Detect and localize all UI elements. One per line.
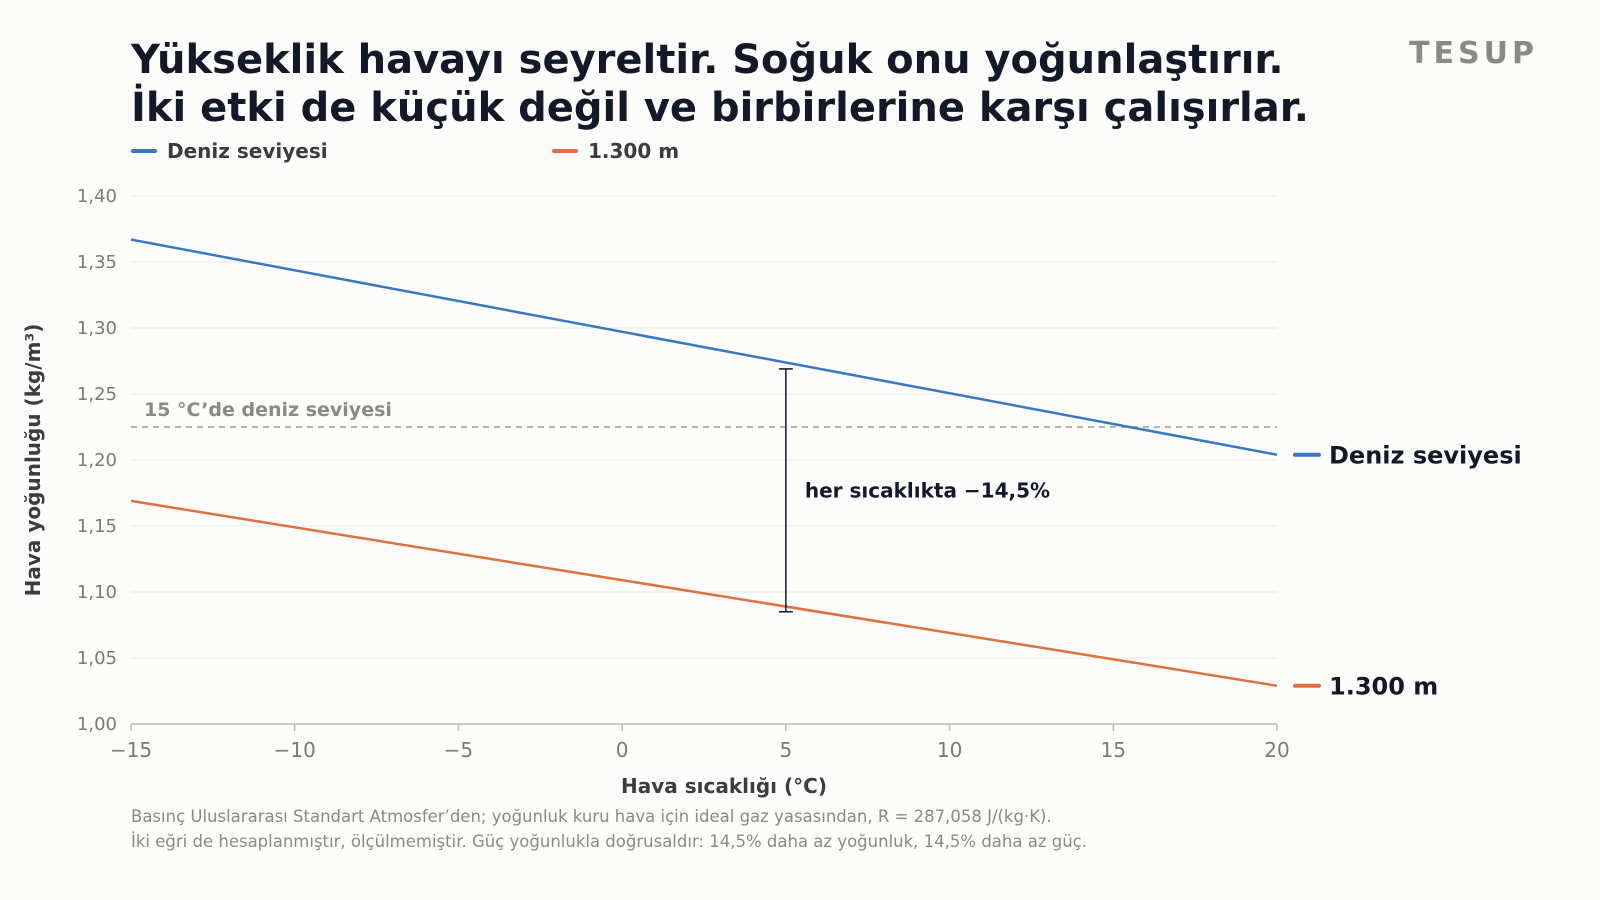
title-line-1: Yükseklik havayı seyreltir. Soğuk onu yo…: [131, 37, 1284, 83]
x-tick-label: −10: [274, 738, 316, 762]
y-tick-label: 1,25: [77, 384, 117, 405]
footnote-line-2: İki eğri de hesaplanmıştır, ölçülmemişti…: [131, 832, 1087, 851]
x-tick-label: −15: [110, 738, 152, 762]
series-line-sea-level: [130, 238, 1278, 456]
legend-swatch-sea-level: [131, 149, 157, 153]
legend-label-altitude: 1.300 m: [588, 139, 680, 163]
title-line-2: İki etki de küçük değil ve birbirlerine …: [131, 85, 1309, 131]
y-tick-label: 1,20: [77, 450, 117, 471]
footnote-line-1: Basınç Uluslararası Standart Atmosfer’de…: [131, 807, 1052, 826]
series-end-label: Deniz seviyesi: [1329, 442, 1522, 470]
chart-title: Yükseklik havayı seyreltir. Soğuk onu yo…: [131, 36, 1309, 132]
y-tick-label: 1,15: [77, 516, 117, 537]
series-end-label: 1.300 m: [1329, 673, 1438, 701]
y-tick-label: 1,10: [77, 582, 117, 603]
x-tick-label: 0: [616, 738, 629, 762]
brand-logo: TESUP: [1409, 36, 1538, 71]
legend-item-altitude: 1.300 m: [552, 139, 679, 163]
x-tick-label: −5: [444, 738, 473, 762]
legend-swatch-altitude: [552, 149, 578, 153]
footnote: Basınç Uluslararası Standart Atmosfer’de…: [131, 804, 1087, 854]
legend-label-sea-level: Deniz seviyesi: [167, 139, 328, 163]
annotation-label: her sıcaklıkta −14,5%: [805, 478, 1050, 502]
x-tick-label: 15: [1101, 738, 1126, 762]
reference-line-label: 15 °C’de deniz seviyesi: [144, 399, 392, 421]
x-tick-label: 10: [937, 738, 962, 762]
y-tick-label: 1,35: [77, 252, 117, 273]
y-tick-label: 1,30: [77, 318, 117, 339]
y-tick-label: 1,05: [77, 648, 117, 669]
series-line-altitude: [130, 499, 1278, 687]
y-axis-label: Hava yoğunluğu (kg/m³): [21, 324, 45, 597]
y-tick-label: 1,00: [77, 714, 117, 735]
x-tick-label: 5: [779, 738, 792, 762]
y-tick-label: 1,40: [77, 186, 117, 207]
legend-item-sea-level: Deniz seviyesi: [131, 139, 328, 163]
x-tick-label: 20: [1264, 738, 1289, 762]
x-axis-label: Hava sıcaklığı (°C): [621, 774, 827, 798]
